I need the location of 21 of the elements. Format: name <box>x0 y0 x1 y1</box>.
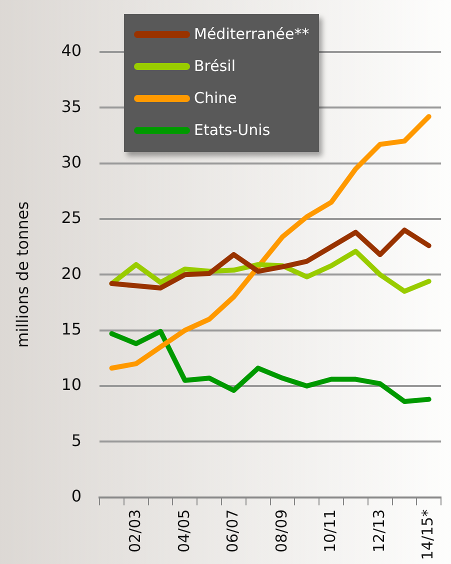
x-tick-label: 14/15* <box>418 508 437 560</box>
y-tick-label: 15 <box>61 319 82 338</box>
legend-label: Méditerranée** <box>194 25 310 43</box>
x-tick-label: 10/11 <box>321 509 340 553</box>
legend-label: Etats-Unis <box>194 121 270 139</box>
x-tick-label: 12/13 <box>370 509 388 553</box>
y-tick-label: 20 <box>61 264 82 283</box>
y-tick-label: 5 <box>71 430 82 450</box>
y-axis-title: millions de tonnes <box>12 201 32 348</box>
y-tick-label: 25 <box>61 208 82 228</box>
y-tick-label: 10 <box>61 375 82 394</box>
y-tick-label: 40 <box>61 41 82 60</box>
y-tick-label: 30 <box>61 152 82 172</box>
x-tick-label: 08/09 <box>272 509 290 553</box>
y-tick-label: 0 <box>71 486 82 506</box>
x-tick-label: 06/07 <box>224 509 242 553</box>
y-tick-label: 35 <box>61 96 82 116</box>
x-tick-label: 04/05 <box>174 509 193 553</box>
legend-label: Chine <box>194 89 237 107</box>
x-tick-label: 02/03 <box>126 509 144 553</box>
legend-label: Brésil <box>194 57 236 75</box>
